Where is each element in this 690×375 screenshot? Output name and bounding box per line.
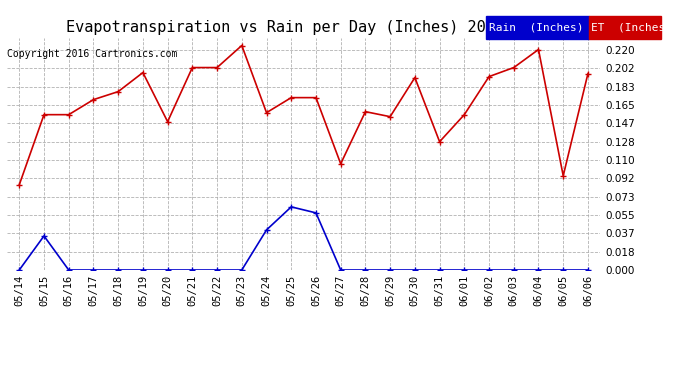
Text: Copyright 2016 Cartronics.com: Copyright 2016 Cartronics.com xyxy=(7,49,177,59)
Text: ET  (Inches): ET (Inches) xyxy=(591,23,672,33)
Text: Rain  (Inches): Rain (Inches) xyxy=(489,23,584,33)
Title: Evapotranspiration vs Rain per Day (Inches) 20160607: Evapotranspiration vs Rain per Day (Inch… xyxy=(66,20,541,35)
